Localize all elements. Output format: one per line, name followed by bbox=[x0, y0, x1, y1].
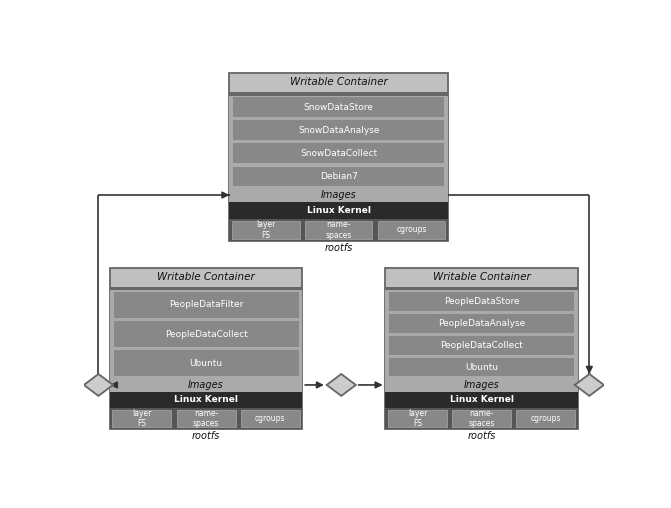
Polygon shape bbox=[84, 374, 113, 396]
Text: name-
spaces: name- spaces bbox=[193, 408, 219, 428]
Bar bbox=[110, 349, 302, 378]
Bar bbox=[229, 219, 448, 241]
Text: layer
FS: layer FS bbox=[256, 220, 276, 240]
Bar bbox=[110, 408, 302, 429]
Text: Linux Kernel: Linux Kernel bbox=[174, 395, 238, 404]
Bar bbox=[389, 314, 574, 333]
Text: PeopleDataStore: PeopleDataStore bbox=[444, 297, 519, 306]
Bar bbox=[385, 312, 578, 334]
Text: PeopleDataAnalyse: PeopleDataAnalyse bbox=[438, 319, 525, 328]
Bar bbox=[113, 351, 299, 376]
Bar bbox=[229, 92, 448, 96]
Text: name-
spaces: name- spaces bbox=[468, 408, 495, 428]
Bar bbox=[305, 221, 372, 239]
Bar bbox=[110, 392, 302, 408]
Text: Images: Images bbox=[188, 380, 224, 390]
Bar bbox=[385, 287, 578, 290]
Bar bbox=[452, 410, 511, 427]
Text: cgroups: cgroups bbox=[255, 414, 285, 423]
Bar bbox=[229, 96, 448, 202]
Bar bbox=[389, 336, 574, 355]
Bar bbox=[176, 410, 236, 427]
Bar bbox=[385, 290, 578, 312]
FancyBboxPatch shape bbox=[110, 268, 302, 429]
Text: Linux Kernel: Linux Kernel bbox=[450, 395, 514, 404]
Polygon shape bbox=[327, 374, 356, 396]
Bar bbox=[229, 188, 448, 202]
Bar bbox=[233, 120, 444, 140]
Text: Ubuntu: Ubuntu bbox=[465, 363, 499, 372]
Text: rootfs: rootfs bbox=[192, 431, 220, 441]
Bar bbox=[113, 410, 171, 427]
Bar bbox=[229, 142, 448, 165]
Bar bbox=[113, 321, 299, 347]
Text: name-
spaces: name- spaces bbox=[325, 220, 352, 240]
Bar bbox=[389, 358, 574, 376]
Text: Linux Kernel: Linux Kernel bbox=[307, 206, 370, 215]
Text: PeopleDataCollect: PeopleDataCollect bbox=[440, 341, 523, 350]
Bar bbox=[385, 290, 578, 392]
Text: layer
FS: layer FS bbox=[132, 408, 152, 428]
Text: PeopleDataCollect: PeopleDataCollect bbox=[164, 330, 248, 339]
Bar bbox=[385, 392, 578, 408]
Bar bbox=[385, 334, 578, 356]
Bar bbox=[389, 292, 574, 310]
Text: Images: Images bbox=[321, 190, 356, 200]
Text: Ubuntu: Ubuntu bbox=[189, 359, 223, 368]
Bar bbox=[388, 410, 447, 427]
Text: PeopleDataFilter: PeopleDataFilter bbox=[169, 300, 244, 309]
Bar bbox=[229, 119, 448, 142]
Text: SnowDataStore: SnowDataStore bbox=[304, 103, 374, 112]
Bar bbox=[229, 96, 448, 119]
Bar bbox=[378, 221, 446, 239]
Text: Writable Container: Writable Container bbox=[157, 272, 255, 282]
Text: rootfs: rootfs bbox=[325, 243, 353, 253]
Text: SnowDataCollect: SnowDataCollect bbox=[300, 149, 377, 158]
Bar bbox=[232, 221, 300, 239]
Text: rootfs: rootfs bbox=[468, 431, 496, 441]
Text: SnowDataAnalyse: SnowDataAnalyse bbox=[298, 126, 379, 135]
FancyBboxPatch shape bbox=[229, 73, 448, 241]
Text: Debian7: Debian7 bbox=[320, 172, 358, 181]
Text: Writable Container: Writable Container bbox=[433, 272, 531, 282]
Bar bbox=[229, 165, 448, 188]
Bar bbox=[229, 202, 448, 219]
Text: layer
FS: layer FS bbox=[408, 408, 427, 428]
Text: Images: Images bbox=[464, 380, 500, 390]
Polygon shape bbox=[575, 374, 604, 396]
Bar bbox=[110, 287, 302, 290]
Bar bbox=[110, 320, 302, 349]
Text: cgroups: cgroups bbox=[397, 226, 427, 235]
Bar bbox=[241, 410, 300, 427]
Bar bbox=[385, 408, 578, 429]
Bar bbox=[233, 167, 444, 186]
Bar bbox=[233, 98, 444, 117]
FancyBboxPatch shape bbox=[385, 268, 578, 429]
Bar bbox=[110, 290, 302, 392]
Bar bbox=[233, 143, 444, 163]
Bar bbox=[385, 378, 578, 392]
Bar bbox=[110, 290, 302, 320]
Bar bbox=[110, 378, 302, 392]
Bar bbox=[385, 356, 578, 378]
Bar bbox=[517, 410, 575, 427]
Text: Writable Container: Writable Container bbox=[290, 77, 388, 87]
Text: cgroups: cgroups bbox=[531, 414, 561, 423]
Bar bbox=[113, 292, 299, 318]
